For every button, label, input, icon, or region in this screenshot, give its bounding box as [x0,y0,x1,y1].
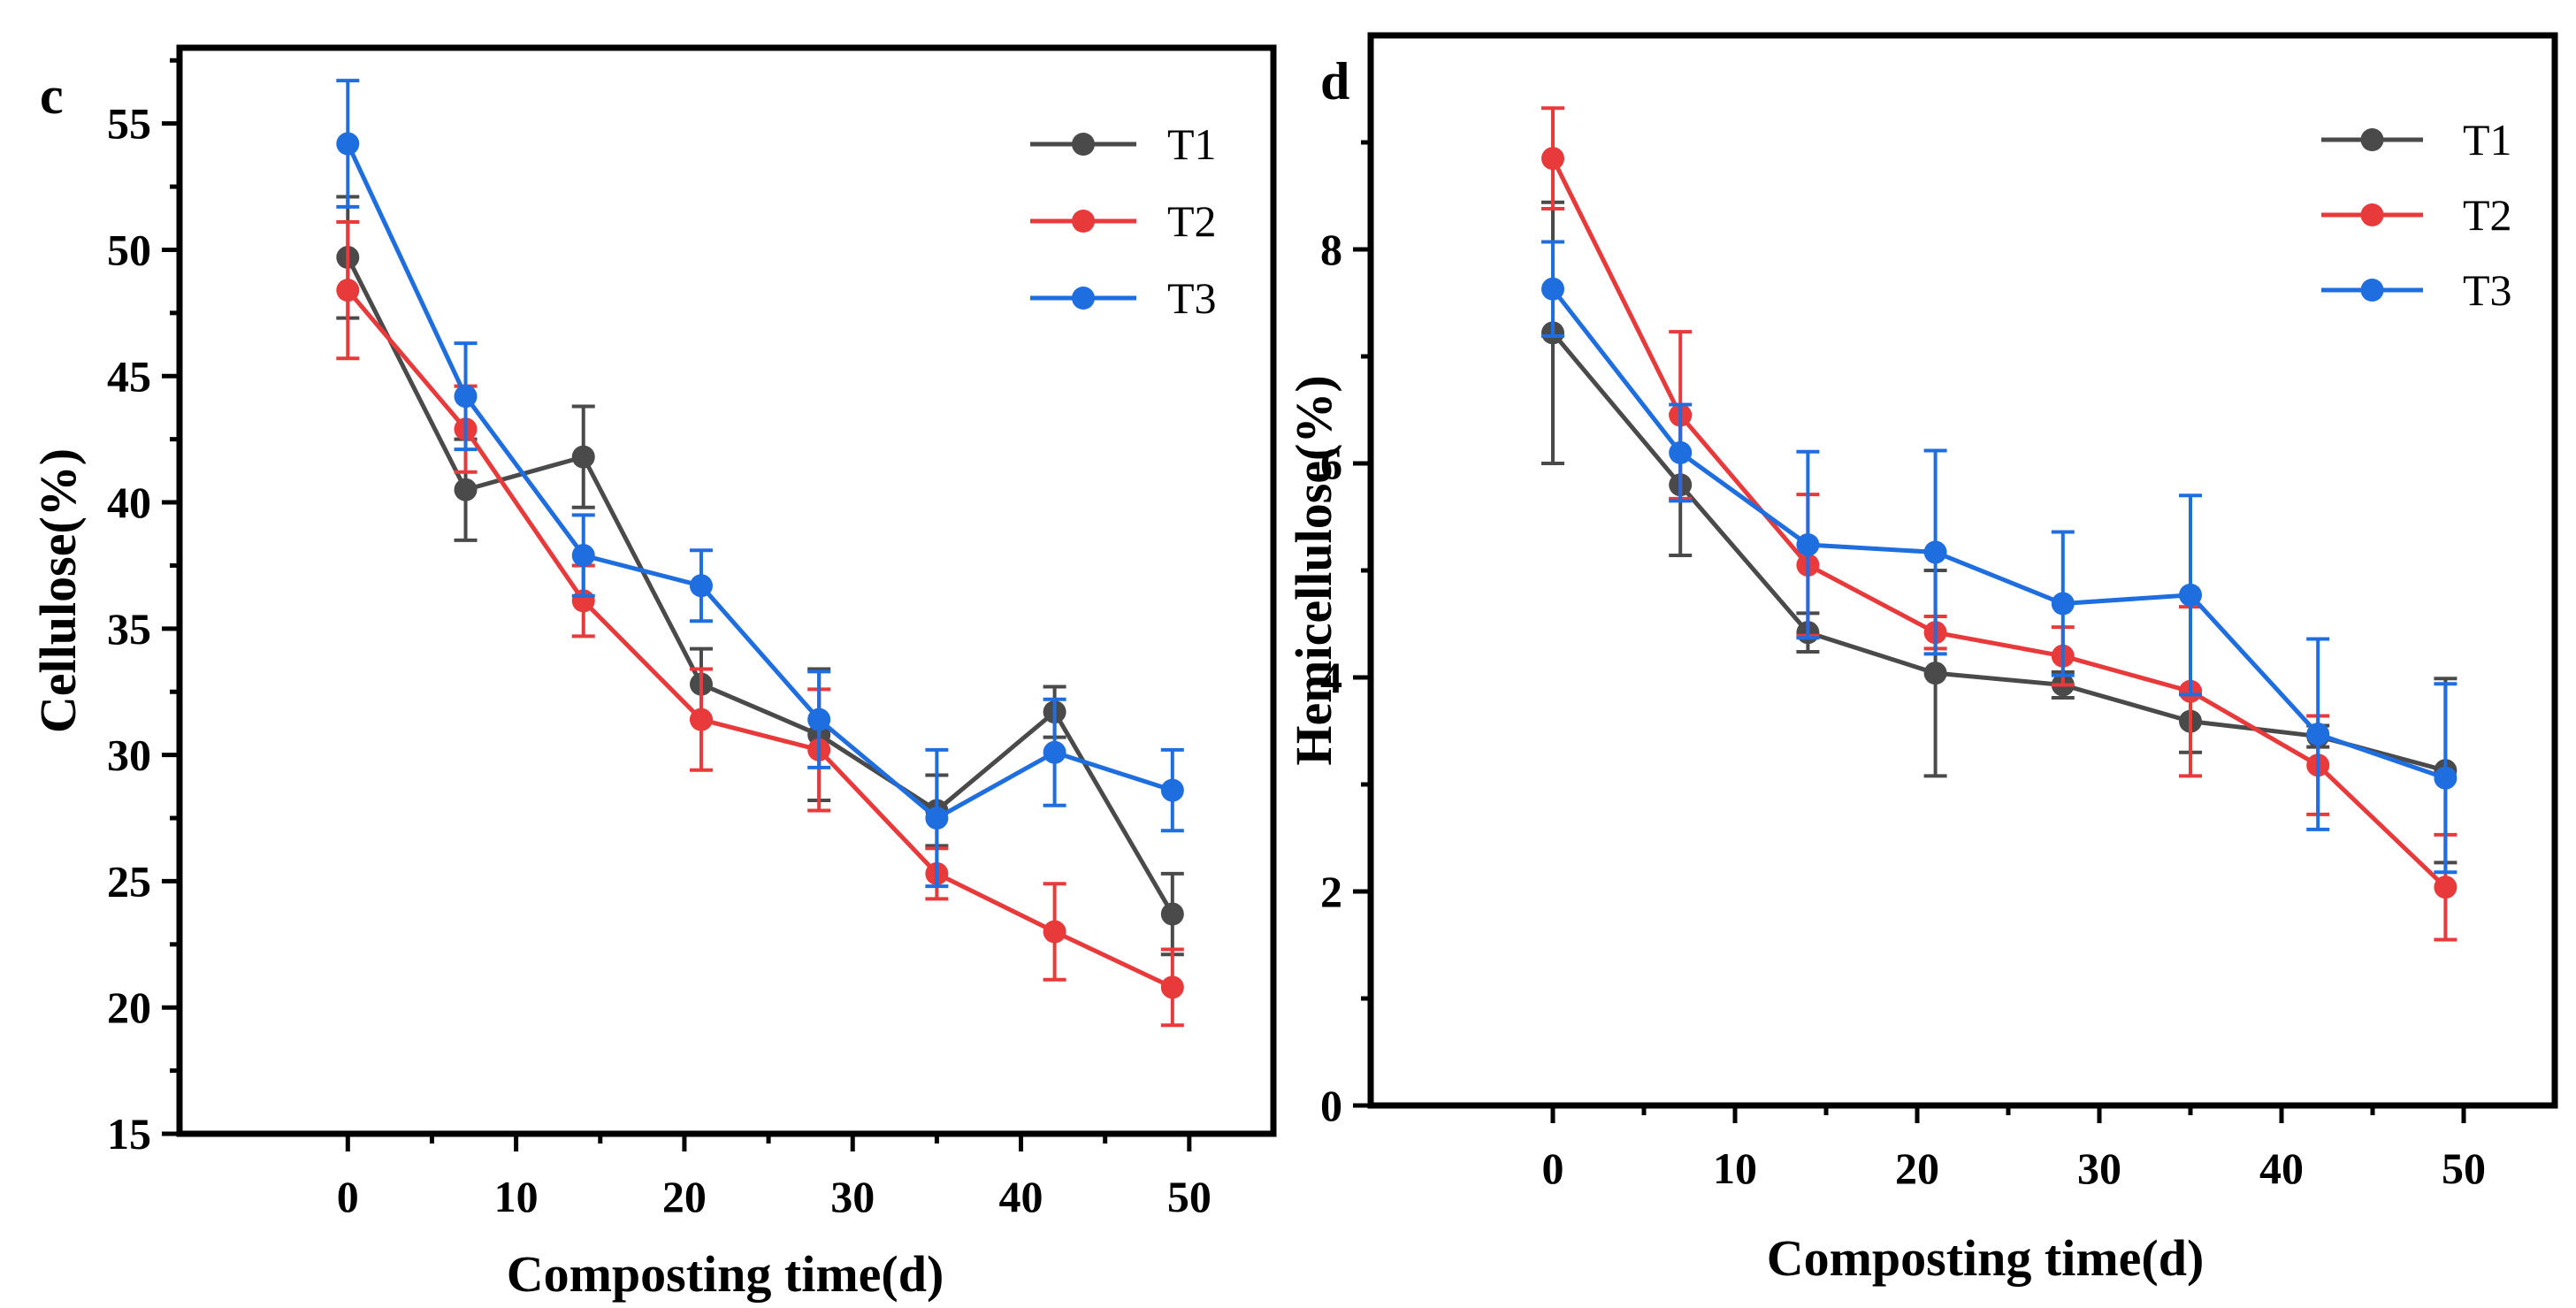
data-point [454,385,478,409]
data-point [336,279,360,302]
data-point [689,708,713,731]
panel-d-hemicellulose-chart: 0 10 20 30 40 50 0 2 4 6 8 Composting time(d) Hemice… [1285,32,2558,1287]
series-line [346,256,1174,915]
x-tick-label: 40 [2259,1144,2304,1193]
y-tick-label: 55 [107,99,151,149]
data-point [1923,540,1947,564]
legend-marker [2360,128,2384,151]
y-tick-label: 50 [107,225,151,274]
legend-label: T2 [2463,190,2512,240]
data-point [1160,778,1184,802]
legend-marker [2360,279,2384,302]
plot-frame [176,44,1277,1137]
legend-label: T3 [1167,273,1217,323]
x-axis-title: Composting time(d) [507,1245,944,1303]
data-point [2434,876,2458,899]
series-line [1551,287,2447,781]
series-line [1550,157,2448,889]
data-point [1043,740,1066,764]
y-tick-label: 45 [107,351,151,401]
y-tick-label: 6 [1320,439,1342,488]
legend-marker [1072,133,1095,156]
data-point [689,574,713,598]
panel-c-cellulose-chart: 0 10 20 30 40 50 15 20 25 30 35 40 45 50 55 Composting … [29,44,1277,1303]
y-axis-title: Hemicellulose(%) [1285,375,1342,765]
data-point [1923,662,1947,685]
plot-frame [1367,32,2558,1109]
x-tick-label: 20 [662,1172,707,1221]
data-point [454,478,478,501]
x-axis-title: Composting time(d) [1767,1229,2205,1287]
legend-label: T1 [1167,119,1217,169]
legend-label: T2 [1167,196,1217,246]
data-point [2051,592,2075,616]
y-tick-label: 30 [107,730,151,780]
legend-marker [1072,287,1095,310]
legend-marker [1072,210,1095,233]
data-point [1160,902,1184,926]
y-tick-label: 2 [1320,867,1342,916]
y-axis-title: Cellulose(%) [29,448,87,733]
series-line [346,142,1173,821]
x-tick-label: 10 [1713,1144,1757,1193]
panel-letter: d [1320,52,1349,111]
x-tick-label: 50 [2442,1144,2486,1193]
x-tick-label: 20 [1895,1144,1939,1193]
x-tick-label: 10 [494,1172,539,1221]
legend-label: T1 [2463,115,2512,164]
data-point [2306,723,2330,746]
data-point [1541,147,1564,171]
series-line [1551,331,2447,773]
y-tick-label: 15 [107,1109,151,1159]
data-point [1669,440,1693,464]
series-T3 [336,79,1184,889]
y-tick-label: 40 [107,478,151,527]
legend-marker [2360,203,2384,226]
y-tick-label: 35 [107,604,151,654]
y-tick-label: 20 [107,983,151,1032]
data-point [2179,583,2202,607]
x-tick-label: 30 [2077,1144,2121,1193]
x-tick-label: 0 [337,1172,359,1221]
data-point [1160,975,1184,999]
x-tick-label: 30 [830,1172,875,1221]
data-point [925,807,949,830]
x-tick-label: 40 [999,1172,1043,1221]
series-T1 [336,195,1184,957]
x-tick-label: 0 [1542,1144,1564,1193]
data-point [336,132,360,156]
series-line [346,288,1173,990]
panel-letter: c [40,66,64,125]
data-point [571,544,595,568]
data-point [1541,277,1564,301]
y-tick-label: 25 [107,856,151,906]
series-T3 [1541,240,2458,875]
data-point [571,445,595,469]
y-tick-label: 4 [1320,653,1342,702]
data-point [807,708,831,731]
y-tick-label: 0 [1320,1081,1342,1130]
data-point [2434,766,2458,790]
legend-label: T3 [2463,265,2512,315]
y-tick-label: 8 [1320,225,1342,274]
data-point [1796,532,1820,556]
data-point [1043,920,1066,944]
x-tick-label: 50 [1167,1172,1212,1221]
